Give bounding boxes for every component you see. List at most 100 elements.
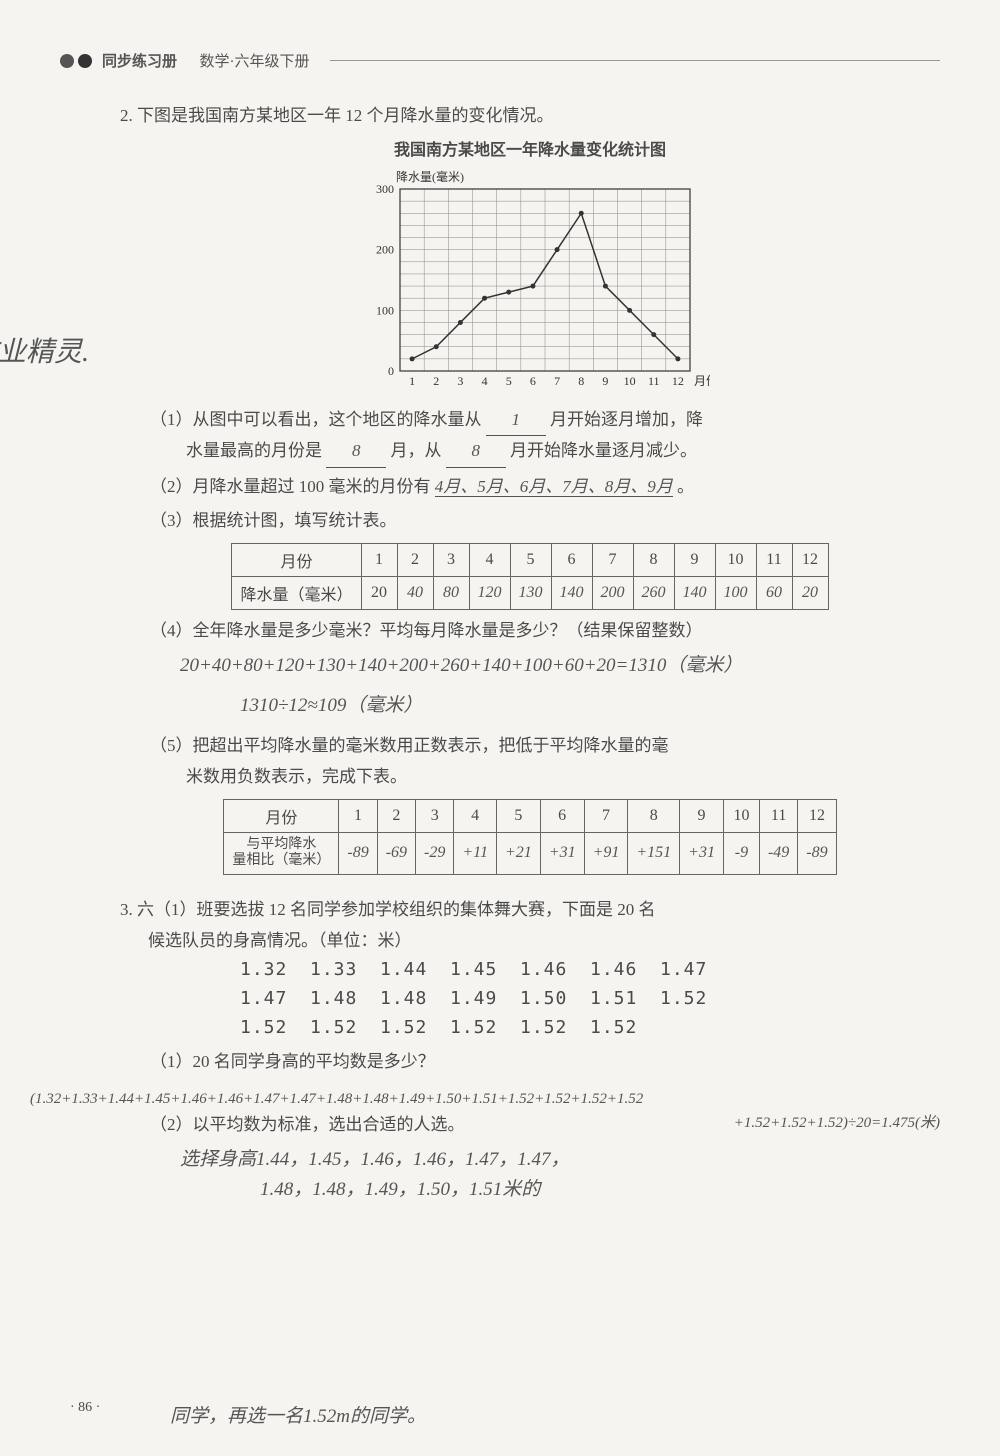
table-cell-answer: 130 [510, 576, 551, 609]
svg-text:1: 1 [409, 374, 415, 388]
table-month: 12 [792, 543, 828, 576]
table-month: 6 [551, 543, 592, 576]
book-title: 同步练习册 [102, 54, 177, 70]
problem3-q2-row: （2）以平均数为标准，选出合适的人选。 +1.52+1.52+1.52)÷20=… [150, 1110, 940, 1141]
page-header: 同步练习册 数学·六年级下册 [60, 50, 940, 71]
page-number: · 86 · [70, 1400, 100, 1416]
table-cell-answer: +21 [496, 832, 540, 875]
table-cell-answer: -89 [798, 832, 836, 875]
table-month: 4 [469, 543, 510, 576]
table-month: 4 [454, 799, 497, 832]
svg-text:3: 3 [457, 374, 463, 388]
height-value: 1.45 [450, 956, 520, 985]
height-value: 1.52 [240, 1014, 310, 1043]
height-value: 1.46 [590, 956, 660, 985]
q2-text: （2）以平均数为标准，选出合适的人选。 [150, 1110, 465, 1141]
problem2-q2: （2）月降水量超过 100 毫米的月份有 4月、5月、6月、7月、8月、9月 。 [150, 472, 940, 503]
chart-title: 我国南方某地区一年降水量变化统计图 [120, 136, 940, 160]
table-month: 12 [798, 799, 836, 832]
q1-text: （1）从图中可以看出，这个地区的降水量从 [150, 410, 482, 429]
table-cell-answer: -49 [759, 832, 797, 875]
svg-text:0: 0 [388, 364, 394, 378]
table-cell-answer: 140 [551, 576, 592, 609]
q4-calc2: 1310÷12≈109（毫米） [240, 691, 940, 721]
height-value: 1.47 [660, 956, 730, 985]
table-cell-answer: +151 [628, 832, 680, 875]
table-month: 7 [592, 543, 633, 576]
table-cell-answer: 120 [469, 576, 510, 609]
svg-text:9: 9 [602, 374, 608, 388]
problem2-q3: （3）根据统计图，填写统计表。 [150, 506, 940, 537]
deviation-table: 月份123456789101112与平均降水量相比（毫米）-89-69-29+1… [223, 799, 836, 876]
svg-text:100: 100 [376, 303, 394, 317]
q1-answer-decrease-month: 8 [446, 436, 506, 468]
q2-text: 。 [677, 477, 694, 496]
table-month: 10 [715, 543, 756, 576]
chart-svg: 0100200300123456789101112降水量(毫米)月份 [350, 165, 710, 395]
height-value: 1.52 [590, 1014, 660, 1043]
height-value: 1.50 [520, 985, 590, 1014]
svg-text:月份: 月份 [694, 374, 710, 388]
table-month: 1 [339, 799, 377, 832]
table-month: 7 [584, 799, 628, 832]
table-month: 2 [377, 799, 415, 832]
height-value: 1.33 [310, 956, 380, 985]
problem-number: 3. [120, 900, 133, 919]
q1-calc-line2: +1.52+1.52+1.52)÷20=1.475(米) [734, 1110, 940, 1141]
table-row-label: 降水量（毫米） [232, 576, 361, 609]
table-month: 2 [397, 543, 433, 576]
svg-text:11: 11 [648, 374, 660, 388]
problem-number: 2. [120, 106, 133, 125]
q2-answer-line1: 选择身高1.44，1.45，1.46，1.46，1.47，1.47， [180, 1145, 940, 1175]
rainfall-table: 月份123456789101112降水量（毫米）2040801201301402… [231, 543, 828, 610]
problem2-q5: （5）把超出平均降水量的毫米数用正数表示，把低于平均降水量的毫 米数用负数表示，… [150, 731, 940, 792]
svg-text:12: 12 [672, 374, 684, 388]
table-header-label: 月份 [224, 799, 339, 832]
problem-2: 2. 下图是我国南方某地区一年 12 个月降水量的变化情况。 我国南方某地区一年… [120, 101, 940, 875]
table-cell-answer: 200 [592, 576, 633, 609]
logo-dot-icon [78, 54, 92, 68]
height-value: 1.52 [380, 1014, 450, 1043]
table-month: 3 [433, 543, 469, 576]
table-cell-answer: +91 [584, 832, 628, 875]
table-cell-answer: +31 [540, 832, 584, 875]
table-month: 11 [756, 543, 792, 576]
height-value: 1.52 [450, 1014, 520, 1043]
svg-text:降水量(毫米): 降水量(毫米) [396, 169, 464, 184]
problem2-q1: （1）从图中可以看出，这个地区的降水量从 1 月开始逐月增加，降 水量最高的月份… [150, 405, 940, 468]
height-value: 1.49 [450, 985, 520, 1014]
table-cell-answer: -29 [416, 832, 454, 875]
problem-2-prompt: 2. 下图是我国南方某地区一年 12 个月降水量的变化情况。 [120, 101, 940, 132]
table-month: 9 [680, 799, 724, 832]
problem2-q4-text: （4）全年降水量是多少毫米？平均每月降水量是多少？（结果保留整数） [150, 616, 940, 647]
height-value: 1.46 [520, 956, 590, 985]
q2-text: （2）月降水量超过 100 毫米的月份有 [150, 477, 431, 496]
svg-text:6: 6 [530, 374, 536, 388]
table-cell-answer: 140 [674, 576, 715, 609]
height-value: 1.52 [310, 1014, 380, 1043]
q1-text: 水量最高的月份是 [150, 441, 322, 460]
svg-text:300: 300 [376, 182, 394, 196]
table-cell-answer: 80 [433, 576, 469, 609]
table-header-label: 月份 [232, 543, 361, 576]
svg-text:7: 7 [554, 374, 560, 388]
q1-text: 月，从 [391, 441, 442, 460]
table-month: 11 [759, 799, 797, 832]
table-month: 8 [633, 543, 674, 576]
table-cell-answer: +11 [454, 832, 497, 875]
table-cell-answer: -69 [377, 832, 415, 875]
svg-text:200: 200 [376, 242, 394, 256]
table-month: 6 [540, 799, 584, 832]
table-cell-answer: +31 [680, 832, 724, 875]
height-value: 1.48 [310, 985, 380, 1014]
table-cell-answer: -89 [339, 832, 377, 875]
table-cell-answer: 60 [756, 576, 792, 609]
height-value: 1.48 [380, 985, 450, 1014]
q1-answer-start-month: 1 [486, 405, 546, 437]
svg-text:2: 2 [433, 374, 439, 388]
heights-data: 1.321.331.441.451.461.461.471.471.481.48… [240, 956, 940, 1042]
book-subtitle: 数学·六年级下册 [200, 54, 310, 70]
table-cell-answer: 20 [792, 576, 828, 609]
logo-icons [60, 54, 92, 68]
height-value: 1.52 [520, 1014, 590, 1043]
